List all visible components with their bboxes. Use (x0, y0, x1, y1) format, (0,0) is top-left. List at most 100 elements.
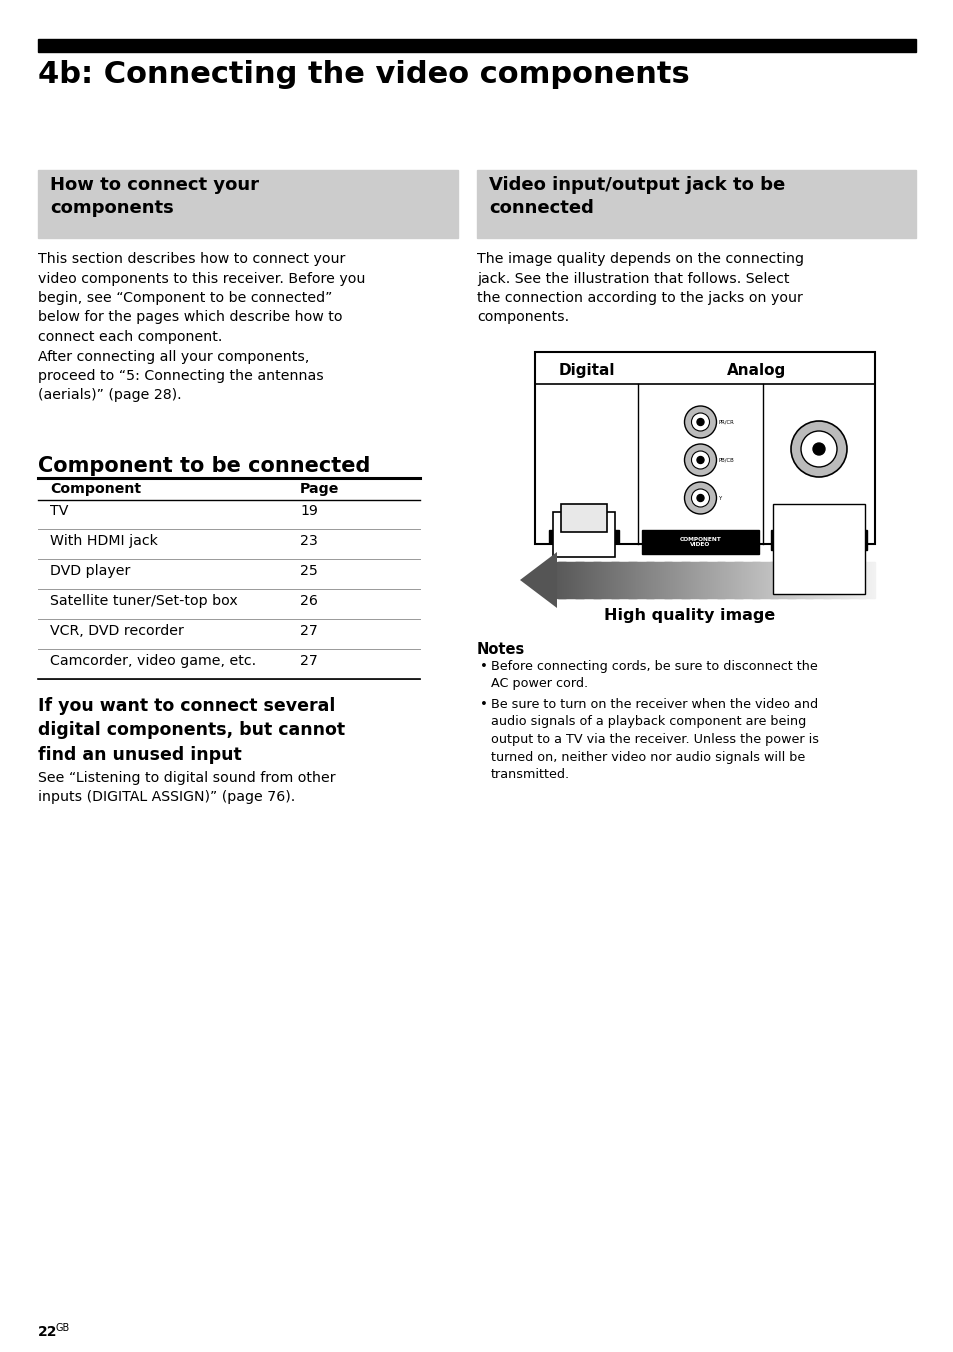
Circle shape (684, 483, 716, 514)
Bar (811, 562, 812, 598)
Text: 27: 27 (299, 654, 317, 668)
Bar (580, 562, 582, 598)
Bar (821, 562, 822, 598)
Bar (637, 562, 639, 598)
Text: COMPONENT
VIDEO: COMPONENT VIDEO (679, 537, 720, 548)
Circle shape (697, 457, 703, 464)
Bar (737, 562, 738, 598)
Text: PB/CB: PB/CB (718, 457, 734, 462)
Bar (659, 562, 660, 598)
Bar (779, 562, 781, 598)
Bar (652, 562, 653, 598)
Text: High quality image: High quality image (604, 608, 775, 623)
Bar (571, 562, 573, 598)
Bar (548, 530, 618, 544)
Bar (826, 562, 828, 598)
Bar (583, 562, 584, 598)
Bar (662, 562, 664, 598)
Bar (849, 562, 850, 598)
Bar (841, 562, 842, 598)
Bar (706, 562, 707, 598)
Bar (790, 562, 792, 598)
Bar (782, 562, 783, 598)
Bar (708, 562, 709, 598)
Bar (816, 562, 818, 598)
Text: Satellite tuner/Set-top box: Satellite tuner/Set-top box (50, 594, 237, 608)
Text: 22: 22 (38, 1325, 57, 1338)
Circle shape (801, 431, 836, 466)
Bar (825, 562, 827, 598)
Bar (764, 562, 765, 598)
Circle shape (684, 443, 716, 476)
Bar (476, 170, 915, 238)
Bar (831, 562, 832, 598)
Circle shape (691, 452, 709, 469)
Bar (676, 562, 678, 598)
Bar (801, 562, 802, 598)
Bar (750, 562, 752, 598)
Text: VCR, DVD recorder: VCR, DVD recorder (50, 625, 184, 638)
Bar (776, 562, 777, 598)
Text: TV: TV (50, 504, 69, 518)
Bar (739, 562, 740, 598)
Bar (766, 562, 767, 598)
Bar (693, 562, 695, 598)
Bar (654, 562, 656, 598)
Bar (596, 562, 598, 598)
Bar (578, 562, 579, 598)
Bar (833, 562, 834, 598)
Bar (699, 562, 700, 598)
Bar (645, 562, 647, 598)
Text: PR/CR: PR/CR (718, 419, 734, 425)
Bar (814, 562, 815, 598)
Text: 26: 26 (299, 594, 317, 608)
Bar (760, 562, 762, 598)
Bar (859, 562, 860, 598)
Text: 19: 19 (299, 504, 317, 518)
Bar (631, 562, 632, 598)
Bar (804, 562, 805, 598)
Bar (795, 562, 796, 598)
Text: •: • (479, 660, 487, 673)
Polygon shape (519, 552, 557, 608)
Text: See “Listening to digital sound from other
inputs (DIGITAL ASSIGN)” (page 76).: See “Listening to digital sound from oth… (38, 771, 335, 804)
Bar (593, 562, 594, 598)
Text: This section describes how to connect your
video components to this receiver. Be: This section describes how to connect yo… (38, 251, 365, 403)
Bar (850, 562, 851, 598)
Circle shape (684, 406, 716, 438)
Bar (789, 562, 791, 598)
Bar (796, 562, 798, 598)
Bar (719, 562, 720, 598)
Bar (632, 562, 633, 598)
Bar (582, 562, 583, 598)
Bar (870, 562, 871, 598)
Bar (612, 562, 613, 598)
Bar (854, 562, 856, 598)
Bar (641, 530, 759, 554)
Text: GB: GB (56, 1324, 71, 1333)
Bar (566, 562, 567, 598)
Bar (584, 562, 585, 598)
Bar (729, 562, 731, 598)
Bar (806, 562, 808, 598)
Bar (638, 562, 639, 598)
Bar (673, 562, 675, 598)
Text: Video input/output jack to be
connected: Video input/output jack to be connected (489, 176, 784, 216)
Circle shape (812, 443, 824, 456)
Bar (830, 562, 831, 598)
Bar (723, 562, 725, 598)
Bar (553, 512, 615, 557)
Bar (809, 562, 811, 598)
Bar (617, 562, 618, 598)
Bar (646, 562, 648, 598)
Bar (752, 562, 754, 598)
Bar (799, 562, 801, 598)
Bar (609, 562, 611, 598)
Bar (744, 562, 745, 598)
Bar (844, 562, 846, 598)
Bar (650, 562, 651, 598)
Bar (563, 562, 564, 598)
Bar (624, 562, 626, 598)
Bar (597, 562, 598, 598)
Bar (748, 562, 750, 598)
